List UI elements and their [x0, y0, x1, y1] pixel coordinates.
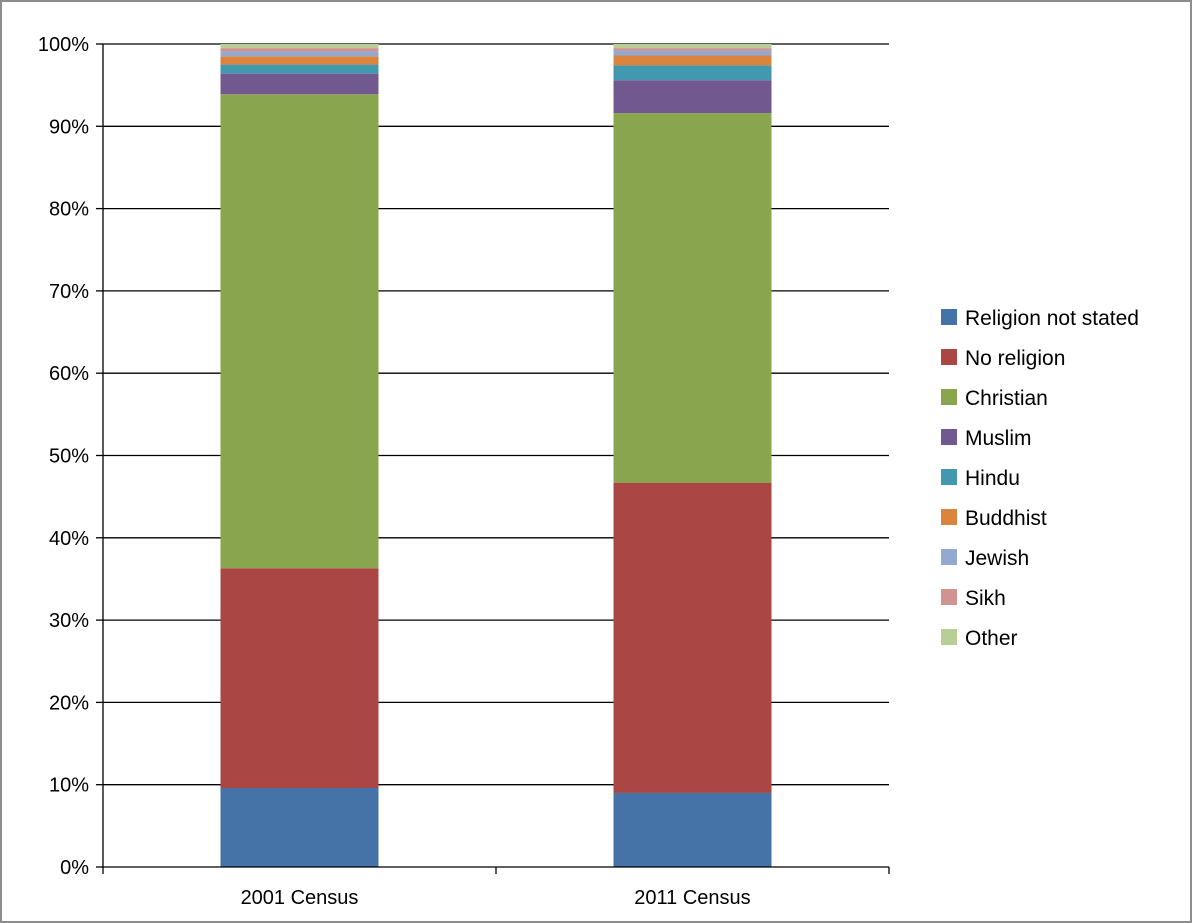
legend-label-other: Other [965, 627, 1018, 650]
legend-label-sikh: Sikh [965, 587, 1006, 610]
bar-segment-religion-not-stated-2011-census [613, 792, 772, 867]
bar-segment-religion-not-stated-2001-census [220, 787, 379, 867]
legend-label-buddhist: Buddhist [965, 507, 1047, 530]
legend-label-jewish: Jewish [965, 547, 1029, 570]
bar-segment-no-religion-2001-census [220, 568, 379, 788]
bar-segment-christian-2011-census [613, 113, 772, 483]
legend-swatch-jewish [941, 549, 957, 565]
y-tick-label-0: 0% [60, 857, 89, 879]
axes: 0% 10% 20% 30% 40% 50% 60% 70% 80% 90% 100% 2001 Ce… [38, 34, 890, 909]
bar-segment-christian-2001-census [220, 94, 379, 569]
legend-label-religion-not-stated: Religion not stated [965, 307, 1139, 330]
legend-swatch-sikh [941, 589, 957, 605]
bar-segment-hindu-2011-census [613, 65, 772, 81]
legend-swatch-no-religion [941, 349, 957, 365]
legend-label-muslim: Muslim [965, 427, 1032, 450]
y-tick-label-30: 30% [49, 610, 89, 632]
legend-label-hindu: Hindu [965, 467, 1020, 490]
bar-segment-hindu-2001-census [220, 64, 379, 74]
y-tick-label-50: 50% [49, 446, 89, 468]
legend-label-christian: Christian [965, 387, 1048, 410]
bar-segment-no-religion-2011-census [613, 482, 772, 793]
x-tick-label-2001-census: 2001 Census [241, 887, 359, 909]
bar-segment-sikh-2001-census [220, 48, 379, 52]
y-tick-label-40: 40% [49, 528, 89, 550]
x-tick-label-2011-census: 2011 Census [634, 887, 750, 909]
bar-segment-other-2001-census [220, 44, 379, 49]
bar-segment-jewish-2001-census [220, 51, 379, 57]
bar-segment-muslim-2001-census [220, 73, 379, 95]
legend-swatch-hindu [941, 469, 957, 485]
bar-segment-other-2011-census [613, 44, 772, 49]
y-tick-label-100: 100% [38, 34, 89, 56]
legend-label-no-religion: No religion [965, 347, 1065, 370]
legend-swatch-buddhist [941, 509, 957, 525]
y-tick-label-90: 90% [49, 116, 89, 138]
bar-segment-buddhist-2001-census [220, 56, 379, 65]
legend: Religion not stated No religion Christian M… [941, 307, 1139, 650]
bar-segment-buddhist-2011-census [613, 55, 772, 66]
bar-segment-jewish-2011-census [613, 50, 772, 56]
y-tick-label-10: 10% [49, 775, 89, 797]
bars [220, 44, 772, 867]
y-tick-label-20: 20% [49, 692, 89, 714]
bar-segment-muslim-2011-census [613, 80, 772, 114]
bar-segment-sikh-2011-census [613, 48, 772, 51]
legend-swatch-religion-not-stated [941, 309, 957, 325]
legend-swatch-other [941, 629, 957, 645]
y-tick-label-60: 60% [49, 363, 89, 385]
y-tick-label-70: 70% [49, 281, 89, 303]
legend-swatch-christian [941, 389, 957, 405]
y-tick-label-80: 80% [49, 199, 89, 221]
legend-swatch-muslim [941, 429, 957, 445]
